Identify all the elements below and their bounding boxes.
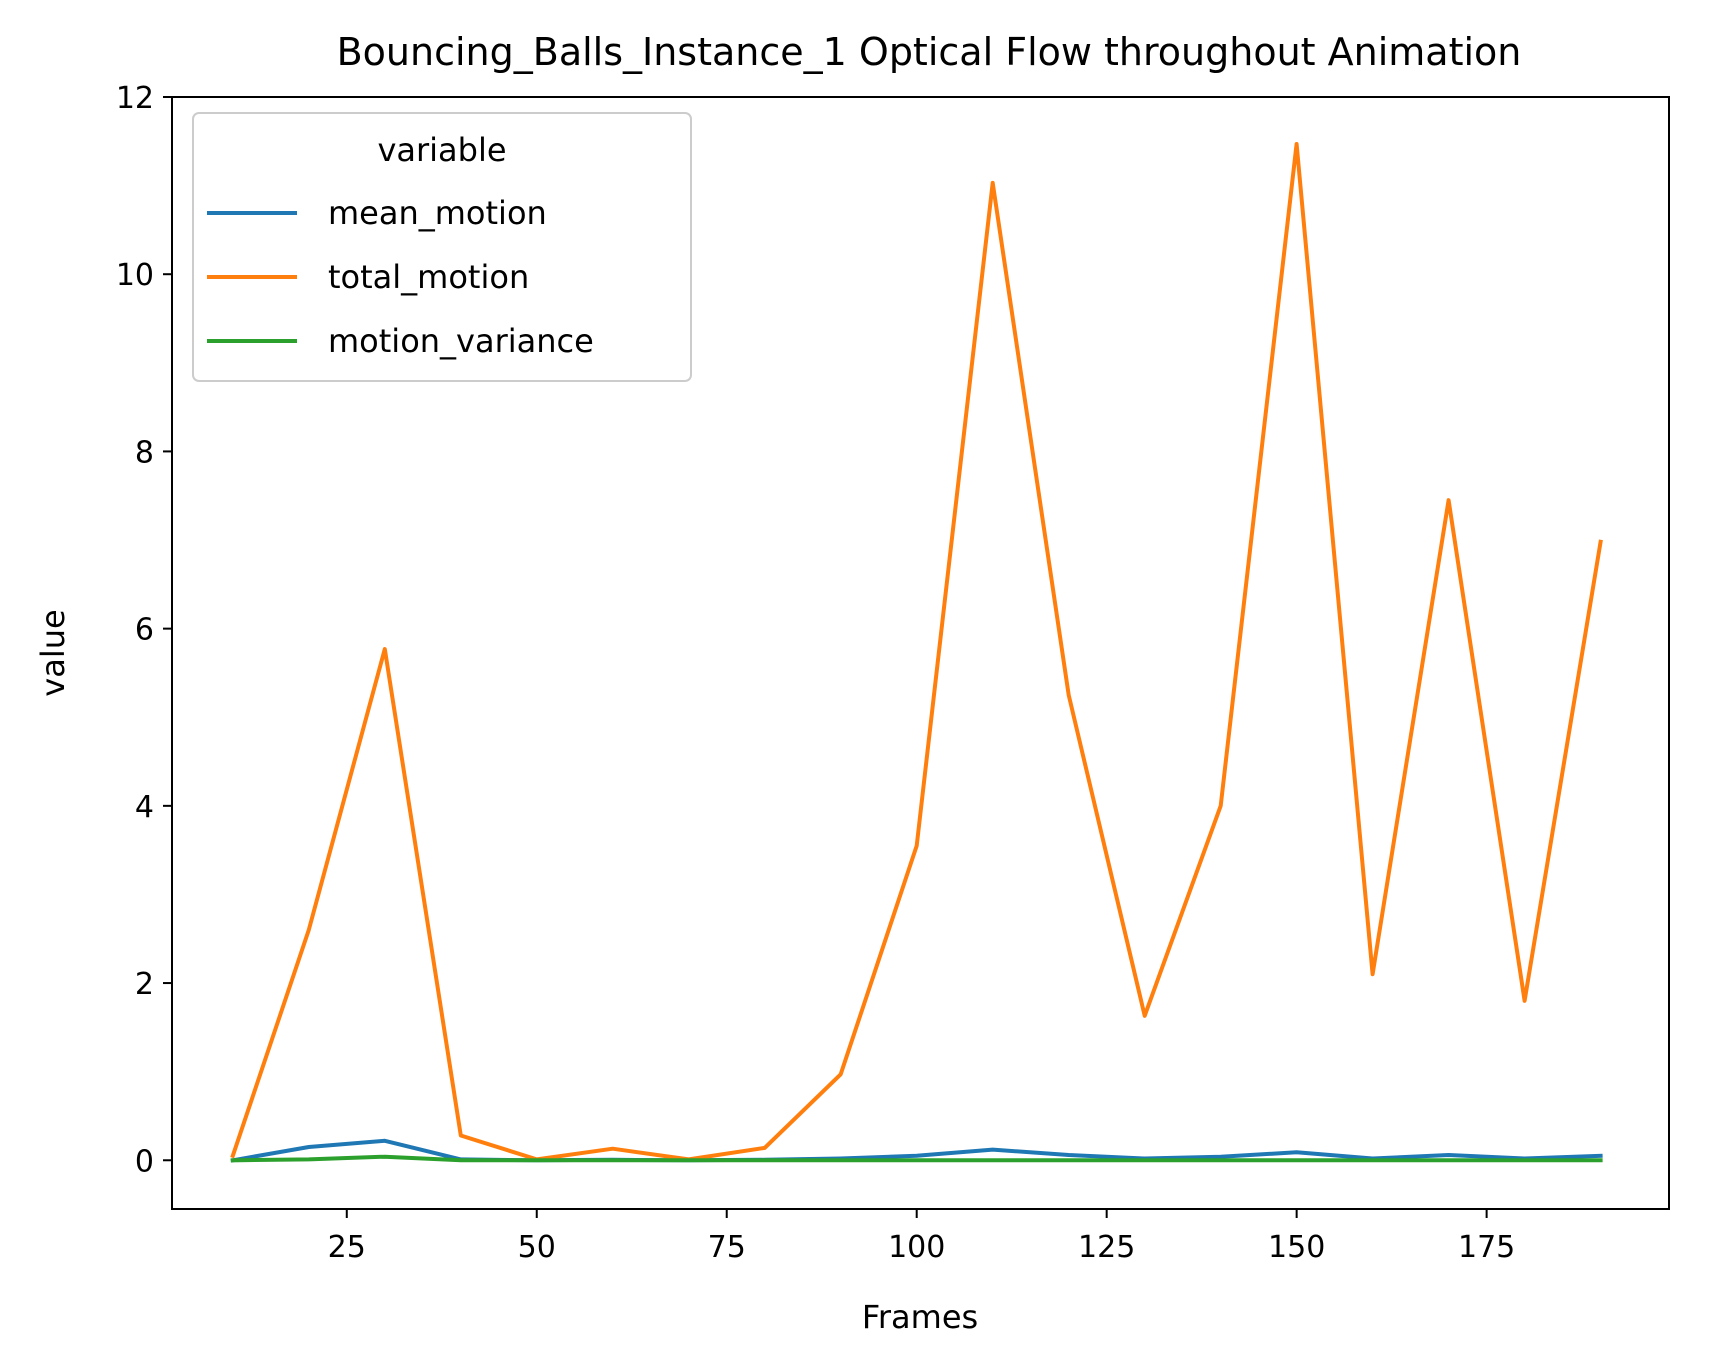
x-tick-label: 125	[1078, 1230, 1135, 1265]
y-tick-label: 4	[135, 790, 154, 825]
x-tick-label: 150	[1268, 1230, 1325, 1265]
series-lines	[230, 142, 1603, 1163]
series-line-total-motion	[230, 142, 1603, 1162]
legend: variable mean_motion total_motion motion_v…	[192, 112, 692, 382]
x-axis-label: Frames	[862, 1298, 978, 1336]
legend-label-motion-variance: motion_variance	[328, 322, 594, 360]
legend-label-mean-motion: mean_motion	[328, 194, 547, 232]
y-tick-label: 0	[135, 1144, 154, 1179]
y-tick-label: 2	[135, 967, 154, 1002]
y-tick-label: 6	[135, 613, 154, 648]
x-axis-ticks: 25 50 75 100 125 150 175	[328, 1209, 1515, 1265]
x-tick-label: 175	[1458, 1230, 1515, 1265]
y-axis-label: value	[34, 609, 72, 696]
x-tick-label: 100	[888, 1230, 945, 1265]
y-tick-label: 12	[116, 81, 154, 116]
x-tick-label: 50	[518, 1230, 556, 1265]
x-tick-label: 75	[708, 1230, 746, 1265]
y-axis-ticks: 0 2 4 6 8 10 12	[116, 81, 172, 1179]
y-tick-label: 10	[116, 258, 154, 293]
legend-entries: mean_motion total_motion motion_variance	[207, 194, 594, 360]
legend-box	[192, 112, 692, 382]
axes-frame	[171, 96, 1670, 1210]
series-line-motion-variance	[230, 1154, 1603, 1163]
legend-label-total-motion: total_motion	[328, 258, 529, 296]
chart-title: Bouncing_Balls_Instance_1 Optical Flow t…	[337, 30, 1522, 74]
legend-title: variable	[377, 131, 506, 169]
x-tick-label: 25	[328, 1230, 366, 1265]
y-tick-label: 8	[135, 435, 154, 470]
